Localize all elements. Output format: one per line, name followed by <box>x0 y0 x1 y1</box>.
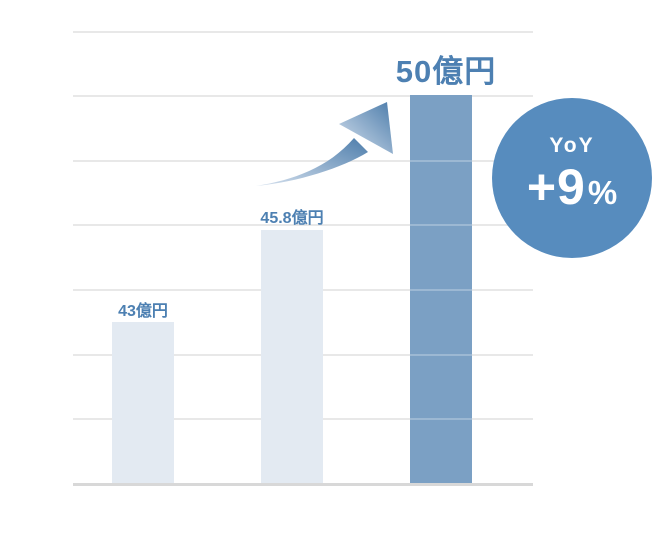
bar-segment-divider <box>410 418 472 420</box>
bar-value-50 <box>410 95 472 484</box>
x-axis-line <box>73 483 533 486</box>
bar-segment-divider <box>410 224 472 226</box>
bar-value-45-8 <box>261 230 323 484</box>
bar-label-45-8: 45.8億円 <box>260 210 324 227</box>
gridline <box>73 224 533 226</box>
gridline <box>73 95 533 97</box>
gridline <box>73 160 533 162</box>
growth-arrow-icon <box>256 102 393 186</box>
bar-value-43 <box>112 322 174 484</box>
yoy-badge-value-row: +9 % <box>527 158 617 216</box>
bar-segment-divider <box>410 289 472 291</box>
bar-label-43: 43億円 <box>118 303 168 320</box>
bar-segment-divider <box>410 160 472 162</box>
yoy-badge: YoY +9 % <box>492 98 652 258</box>
bar-label-50: 50億円 <box>395 54 497 89</box>
percent-sign: % <box>587 174 618 211</box>
bar-segment-divider <box>410 354 472 356</box>
yoy-badge-value: +9 <box>526 159 586 215</box>
gridline <box>73 31 533 33</box>
yoy-badge-label: YoY <box>549 134 595 157</box>
